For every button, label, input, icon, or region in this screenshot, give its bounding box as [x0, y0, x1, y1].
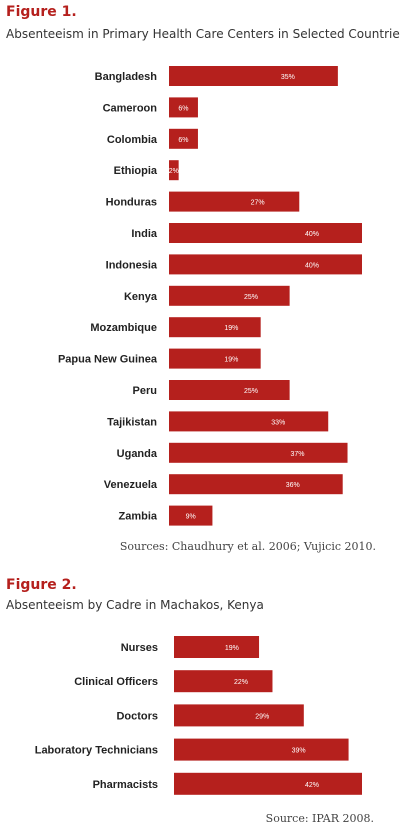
- data-label: 19%: [224, 325, 238, 332]
- bar: [169, 474, 343, 495]
- bar: [169, 191, 300, 212]
- figure1-chart: Bangladesh 35% Cameroon 6% Colombia 6% Ethiopi…: [0, 60, 400, 530]
- bar: [169, 223, 362, 243]
- category-label: Papua New Guinea: [58, 354, 158, 366]
- data-label: 36%: [286, 482, 300, 489]
- bar: [169, 317, 261, 338]
- figure1-source: Sources: Chaudhury et al. 2006; Vujicic …: [119, 540, 376, 553]
- data-label: 25%: [244, 388, 258, 395]
- category-label: Bangladesh: [95, 71, 158, 83]
- data-label: 40%: [305, 231, 319, 238]
- category-label: Tajikistan: [107, 416, 157, 428]
- bar: [169, 160, 179, 181]
- category-label: Honduras: [106, 197, 157, 209]
- data-label: 40%: [305, 262, 319, 269]
- category-label: Mozambique: [90, 322, 157, 334]
- bar: [174, 704, 304, 727]
- data-label: 25%: [244, 294, 258, 301]
- category-label: Cameroon: [103, 102, 158, 114]
- data-label: 22%: [234, 679, 248, 686]
- data-label: 37%: [291, 451, 305, 458]
- category-label: Peru: [133, 385, 157, 397]
- bar: [169, 411, 329, 432]
- data-label: 19%: [225, 645, 239, 652]
- data-label: 33%: [271, 419, 285, 426]
- category-label: Ethiopia: [114, 165, 158, 177]
- bar: [169, 66, 338, 86]
- figure1-heading: Figure 1.: [6, 4, 77, 20]
- bar: [169, 285, 290, 306]
- category-label: Nurses: [121, 642, 158, 654]
- bar: [169, 97, 198, 118]
- data-label: 29%: [255, 713, 269, 720]
- category-label: Indonesia: [106, 259, 158, 271]
- category-label: Clinical Officers: [74, 676, 158, 688]
- bar: [169, 380, 290, 400]
- figure1-chart-svg: Bangladesh 35% Cameroon 6% Colombia 6% Ethiopi…: [58, 66, 362, 526]
- bar: [169, 348, 261, 369]
- figure2-source: Source: IPAR 2008.: [265, 812, 374, 825]
- bar: [174, 670, 273, 693]
- figure2-chart: Nurses 19% Clinical Officers 22% Doctors 29% L…: [0, 630, 400, 805]
- category-label: Venezuela: [104, 479, 158, 491]
- data-label: 6%: [178, 137, 188, 144]
- category-label: Uganda: [117, 448, 158, 460]
- data-label: 39%: [292, 748, 306, 755]
- data-label: 2%: [169, 168, 179, 175]
- figure2-heading: Figure 2.: [6, 577, 77, 593]
- bar: [169, 505, 213, 526]
- data-label: 19%: [224, 357, 238, 364]
- category-label: Kenya: [124, 291, 158, 303]
- category-label: Colombia: [107, 134, 158, 146]
- bar: [174, 636, 260, 658]
- bar: [174, 772, 362, 795]
- data-label: 27%: [251, 200, 265, 207]
- data-label: 35%: [281, 74, 295, 81]
- data-label: 9%: [186, 514, 196, 521]
- bar: [169, 442, 348, 463]
- category-label: Pharmacists: [93, 779, 158, 791]
- data-label: 6%: [178, 105, 188, 112]
- figure1-subtitle: Absenteeism in Primary Health Care Cente…: [6, 27, 400, 41]
- category-label: Laboratory Technicians: [35, 745, 158, 757]
- bar: [174, 738, 349, 761]
- data-label: 42%: [305, 782, 319, 789]
- figure2-subtitle: Absenteeism by Cadre in Machakos, Kenya: [6, 598, 264, 612]
- category-label: Zambia: [118, 511, 157, 523]
- category-label: India: [131, 228, 158, 240]
- figure2-chart-svg: Nurses 19% Clinical Officers 22% Doctors 29% L…: [35, 636, 362, 795]
- bar: [169, 128, 198, 149]
- category-label: Doctors: [116, 710, 158, 722]
- bar: [169, 254, 362, 275]
